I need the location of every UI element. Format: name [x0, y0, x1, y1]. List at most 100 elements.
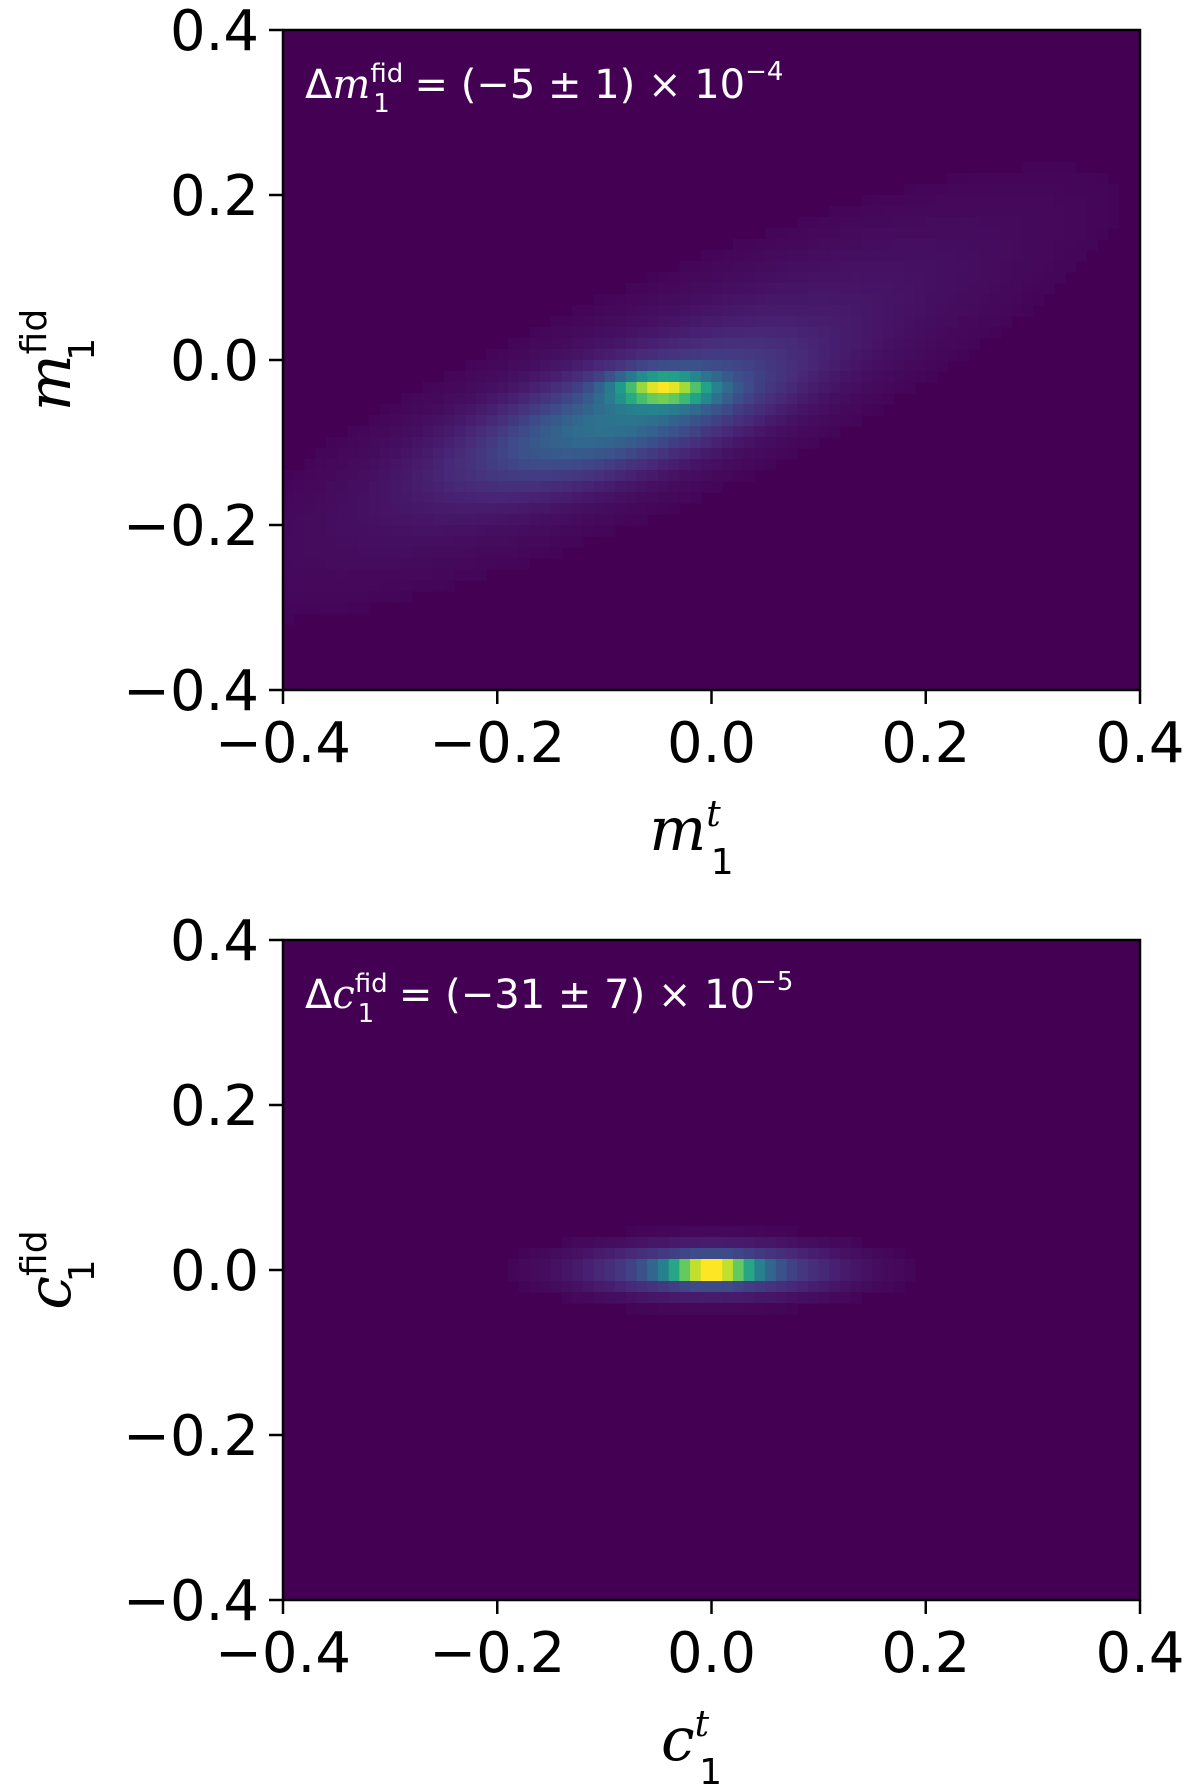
- heatmap-cell: [454, 514, 466, 526]
- heatmap-cell: [829, 415, 841, 427]
- heatmap-cell: [818, 338, 830, 350]
- heatmap-cell: [625, 1303, 638, 1315]
- heatmap-cell: [797, 1237, 809, 1249]
- heatmap-cell: [657, 481, 670, 493]
- heatmap-cell: [1022, 162, 1034, 174]
- heatmap-cell: [647, 448, 659, 460]
- heatmap-cell: [582, 481, 595, 493]
- heatmap-cell: [690, 382, 702, 394]
- heatmap-cell: [283, 602, 295, 614]
- heatmap-cell: [818, 404, 830, 416]
- heatmap-cell: [486, 558, 498, 570]
- heatmap-cell: [700, 393, 713, 405]
- heatmap-cell: [518, 1259, 530, 1271]
- heatmap-cell: [593, 470, 605, 482]
- heatmap-cell: [422, 503, 434, 515]
- heatmap-cell: [743, 239, 755, 251]
- heatmap-cell: [872, 1248, 884, 1260]
- heatmap-cell: [593, 349, 605, 361]
- heatmap-cell: [797, 426, 809, 438]
- heatmap-cell: [454, 492, 466, 504]
- heatmap-cell: [1032, 294, 1045, 306]
- heatmap-cell: [540, 1248, 552, 1260]
- heatmap-cell: [593, 1292, 605, 1304]
- heatmap-cell: [465, 393, 477, 405]
- heatmap-cell: [732, 305, 745, 317]
- heatmap-cell: [325, 437, 338, 449]
- heatmap-cell: [807, 283, 820, 295]
- heatmap-cell: [754, 327, 766, 339]
- heatmap-cell: [604, 393, 616, 405]
- heatmap-cell: [990, 283, 1002, 295]
- heatmap-cell: [968, 173, 980, 185]
- heatmap-cell: [283, 591, 295, 603]
- heatmap-cell: [700, 448, 713, 460]
- heatmap-cell: [872, 305, 884, 317]
- heatmap-cell: [497, 371, 509, 383]
- heatmap-cell: [754, 261, 766, 273]
- heatmap-cell: [861, 239, 873, 251]
- heatmap-cell: [797, 1292, 809, 1304]
- heatmap-cell: [1065, 228, 1077, 240]
- heatmap-cell: [829, 371, 841, 383]
- heatmap-cell: [529, 503, 541, 515]
- heatmap-cell: [475, 503, 488, 515]
- heatmap-cell: [732, 349, 745, 361]
- heatmap-cell: [336, 470, 348, 482]
- heatmap-cell: [411, 580, 423, 592]
- heatmap-cell: [647, 1270, 659, 1282]
- heatmap-cell: [647, 360, 659, 372]
- heatmap-cell: [861, 1270, 873, 1282]
- heatmap-cell: [454, 393, 466, 405]
- heatmap-cell: [293, 525, 306, 537]
- heatmap-cell: [647, 1281, 659, 1293]
- heatmap-cell: [636, 327, 648, 339]
- heatmap-cell: [400, 536, 413, 548]
- heatmap-cell: [507, 558, 520, 570]
- heatmap-cell: [572, 459, 584, 471]
- heatmap-cell: [893, 349, 905, 361]
- heatmap-cell: [872, 360, 884, 372]
- heatmap-cell: [454, 404, 466, 416]
- heatmap-cell: [797, 228, 809, 240]
- heatmap-cell: [690, 1292, 702, 1304]
- heatmap-cell: [443, 437, 455, 449]
- heatmap-cell: [850, 393, 863, 405]
- heatmap-cell: [615, 294, 627, 306]
- heatmap-cell: [657, 283, 670, 295]
- heatmap-cell: [882, 305, 895, 317]
- heatmap-cell: [904, 228, 916, 240]
- heatmap-cell: [840, 1259, 852, 1271]
- heatmap-cell: [283, 470, 295, 482]
- heatmap-cell: [647, 283, 659, 295]
- heatmap-cell: [647, 294, 659, 306]
- heatmap-cell: [486, 514, 498, 526]
- heatmap-cell: [518, 437, 530, 449]
- heatmap-cell: [840, 382, 852, 394]
- heatmap-cell: [679, 437, 691, 449]
- heatmap-cell: [572, 525, 584, 537]
- heatmap-cell: [593, 360, 605, 372]
- heatmap-cell: [786, 239, 798, 251]
- heatmap-cell: [829, 1270, 841, 1282]
- heatmap-cell: [754, 250, 766, 262]
- heatmap-cell: [722, 272, 734, 284]
- heatmap-cell: [636, 305, 648, 317]
- heatmap-cell: [775, 1270, 788, 1282]
- heatmap-cell: [561, 459, 573, 471]
- heatmap-cell: [818, 1237, 830, 1249]
- heatmap-cell: [283, 569, 295, 581]
- heatmap-cell: [315, 470, 327, 482]
- heatmap-cell: [615, 1259, 627, 1271]
- heatmap-cell: [304, 503, 316, 515]
- heatmap-cell: [679, 382, 691, 394]
- heatmap-cell: [443, 558, 455, 570]
- heatmap-cell: [432, 492, 445, 504]
- heatmap-cell: [775, 1226, 788, 1238]
- heatmap-cell: [507, 525, 520, 537]
- heatmap-cell: [1032, 195, 1045, 207]
- heatmap-cell: [657, 404, 670, 416]
- heatmap-cell: [668, 371, 680, 383]
- heatmap-cell: [979, 206, 991, 218]
- heatmap-cell: [507, 503, 520, 515]
